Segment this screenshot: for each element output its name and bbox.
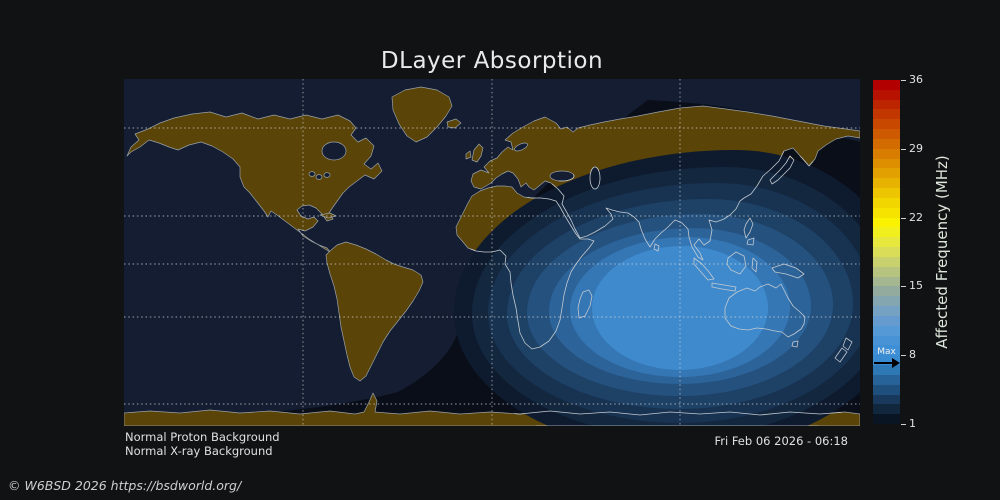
colorbar: [873, 80, 900, 424]
colorbar-tickmark: [901, 148, 906, 150]
colorbar-tick-label: 1: [909, 417, 916, 430]
colorbar-stripe: [873, 325, 900, 336]
colorbar-stripe: [873, 99, 900, 110]
colorbar-stripe: [873, 188, 900, 198]
colorbar-stripe: [873, 256, 900, 267]
max-arrow-head-icon: [892, 358, 900, 369]
colorbar-stripe: [873, 335, 900, 346]
colorbar-tickmark: [901, 424, 906, 425]
colorbar-tick-label: 22: [909, 210, 923, 224]
colorbar-stripe: [873, 168, 900, 179]
max-arrow: [874, 362, 893, 365]
colorbar-stripe: [873, 315, 900, 326]
colorbar-stripe: [873, 374, 900, 385]
colorbar-tickmark: [901, 286, 906, 288]
colorbar-stripe: [873, 178, 900, 189]
colorbar-stripe: [873, 207, 900, 218]
colorbar-stripe: [873, 80, 900, 90]
xray-status: Normal X-ray Background: [125, 444, 273, 458]
colorbar-stripe: [873, 286, 900, 297]
copyright-notice: © W6BSD 2026 https://bsdworld.org/: [8, 478, 242, 493]
colorbar-tick-label: 8: [909, 348, 916, 362]
colorbar-stripe: [873, 414, 900, 424]
map-timestamp: Fri Feb 06 2026 - 06:18: [714, 434, 848, 448]
colorbar-tickmark: [901, 355, 906, 357]
colorbar-stripe: [873, 345, 900, 356]
colorbar-stripe: [873, 197, 900, 208]
colorbar-stripe: [873, 355, 900, 366]
colorbar-stripe: [873, 148, 900, 159]
colorbar-tickmark: [901, 217, 906, 219]
colorbar-stripe: [873, 394, 900, 405]
colorbar-stripe: [873, 276, 900, 287]
colorbar-axis-label: Affected Frequency (MHz): [933, 155, 951, 349]
colorbar-stripe: [873, 404, 900, 415]
colorbar-stripe: [873, 89, 900, 100]
colorbar-stripe: [873, 119, 900, 130]
colorbar-max-label: Max: [877, 347, 896, 358]
colorbar-stripe: [873, 158, 900, 169]
colorbar-stripe: [873, 138, 900, 149]
colorbar-tick-label: 36: [909, 73, 923, 86]
colorbar-stripe: [873, 365, 900, 375]
graticule: [124, 79, 860, 426]
colorbar-stripe: [873, 384, 900, 395]
absorption-contours: [454, 150, 860, 426]
colorbar-tick-label: 15: [909, 279, 923, 293]
map-svg: [124, 79, 860, 426]
colorbar-stripe: [873, 129, 900, 139]
colorbar-stripe: [873, 247, 900, 257]
world-map: [124, 79, 860, 426]
page-title: DLayer Absorption: [380, 48, 604, 74]
colorbar-stripe: [873, 306, 900, 316]
proton-status: Normal Proton Background: [125, 430, 280, 444]
colorbar-stripe: [873, 227, 900, 238]
colorbar-stripe: [873, 296, 900, 307]
colorbar-stripe: [873, 109, 900, 120]
colorbar-tickmark: [901, 80, 906, 81]
colorbar-stripe: [873, 217, 900, 228]
colorbar-stripe: [873, 237, 900, 248]
colorbar-stripe: [873, 266, 900, 277]
colorbar-tick-label: 29: [909, 141, 923, 155]
